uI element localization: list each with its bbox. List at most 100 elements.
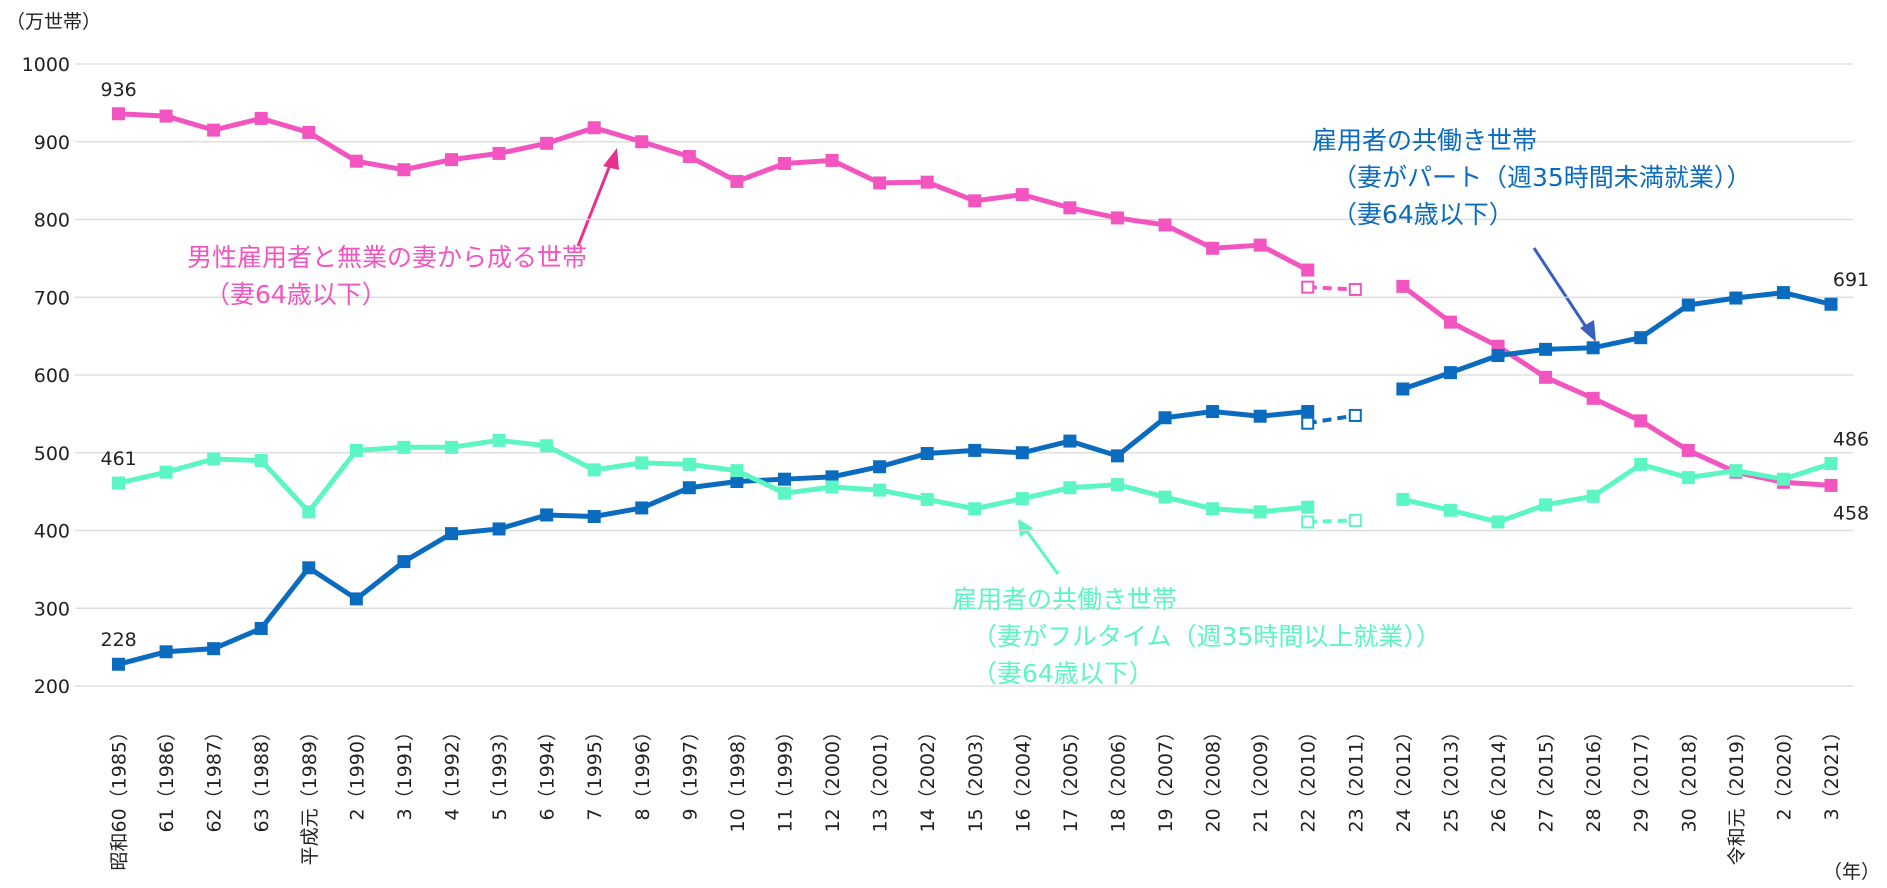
x-tick-label: 20（2008） — [1203, 722, 1225, 833]
marker — [492, 522, 506, 536]
y-tick-label: 1000 — [22, 54, 70, 76]
data-label: 936 — [101, 79, 137, 101]
x-tick-label: 10（1998） — [727, 722, 749, 833]
marker — [1063, 434, 1077, 448]
annotation: 雇用者の共働き世帯 （妻がパート（週35時間未満就業）） （妻64歳以下） — [1312, 126, 1751, 229]
x-tick-label: 9（1997） — [679, 722, 701, 820]
x-tick-label: 26（2014） — [1488, 722, 1510, 833]
marker — [302, 125, 316, 139]
x-tick-label: 5（1993） — [489, 722, 511, 820]
marker — [682, 150, 696, 164]
y-tick-label: 800 — [34, 210, 70, 232]
marker — [112, 657, 125, 671]
marker — [254, 621, 268, 635]
arrow — [1532, 247, 1590, 331]
marker — [444, 527, 458, 541]
marker — [1348, 513, 1362, 527]
arrowhead — [1580, 320, 1596, 342]
marker — [1396, 382, 1410, 396]
marker — [1729, 464, 1743, 478]
marker — [1063, 481, 1077, 495]
marker — [1063, 201, 1077, 215]
marker — [540, 136, 554, 150]
marker — [1301, 405, 1315, 419]
marker — [682, 457, 696, 471]
x-tick-label: 昭和60（1985） — [109, 722, 131, 871]
marker — [1110, 449, 1124, 463]
marker — [1158, 490, 1172, 504]
marker — [1634, 414, 1648, 428]
x-tick-label: 17（2005） — [1060, 722, 1082, 833]
marker — [825, 480, 839, 494]
marker — [159, 465, 173, 479]
annotation-line: （妻64歳以下） — [205, 280, 387, 309]
x-tick-label: 6（1994） — [537, 722, 559, 820]
x-tick-label: 22（2010） — [1298, 722, 1320, 833]
arrow — [1024, 529, 1060, 575]
marker — [1824, 478, 1838, 492]
marker — [1348, 408, 1362, 422]
marker — [444, 440, 458, 454]
marker — [1158, 411, 1172, 425]
y-tick-label: 300 — [34, 598, 70, 620]
marker — [777, 486, 791, 500]
marker — [302, 561, 316, 575]
data-label: 486 — [1833, 429, 1869, 451]
marker — [1253, 505, 1267, 519]
marker — [1824, 297, 1838, 311]
marker — [920, 447, 934, 461]
data-label: 691 — [1833, 269, 1869, 291]
marker — [1634, 457, 1648, 471]
marker — [825, 153, 839, 167]
series — [1301, 280, 1362, 296]
x-tick-label: 19（2007） — [1155, 722, 1177, 833]
x-tick-label: 28（2016） — [1583, 722, 1605, 833]
x-tick-label: 61（1986） — [156, 722, 178, 833]
marker — [1776, 472, 1790, 486]
series-line — [1402, 461, 1832, 525]
marker — [540, 508, 554, 522]
data-label: 228 — [101, 629, 137, 651]
annotation-line: （妻がパート（週35時間未満就業）） — [1332, 163, 1751, 192]
series-line — [1401, 284, 1832, 488]
marker — [1206, 241, 1220, 255]
x-tick-label: 平成元（1989） — [299, 722, 321, 865]
x-tick-label: 63（1988） — [251, 722, 273, 833]
x-tick-label: 24（2012） — [1393, 722, 1415, 833]
x-tick-label: 12（2000） — [822, 722, 844, 833]
marker — [1586, 341, 1600, 355]
marker — [349, 154, 363, 168]
marker — [1206, 502, 1220, 516]
y-tick-label: 400 — [34, 521, 70, 543]
marker — [730, 174, 744, 188]
marker — [1348, 282, 1362, 296]
marker — [1206, 405, 1220, 419]
marker — [207, 452, 221, 466]
marker — [1681, 471, 1695, 485]
marker — [1110, 211, 1124, 225]
marker — [1396, 492, 1410, 506]
marker — [730, 475, 744, 489]
x-tick-label: 25（2013） — [1440, 722, 1462, 833]
y-tick-label: 200 — [34, 676, 70, 698]
y-tick-label: 700 — [34, 287, 70, 309]
x-tick-label: 7（1995） — [584, 722, 606, 820]
marker — [302, 505, 316, 519]
x-tick-label: 2（1990） — [346, 722, 368, 820]
marker — [1443, 503, 1457, 517]
x-tick-label: 13（2001） — [870, 722, 892, 833]
marker — [635, 456, 649, 470]
series: 228 691 — [101, 269, 1869, 671]
marker — [444, 153, 458, 167]
annotation-line: （妻64歳以下） — [972, 659, 1154, 688]
marker — [397, 440, 411, 454]
annotation-line: （妻64歳以下） — [1332, 200, 1514, 229]
marker — [492, 433, 506, 447]
marker — [1443, 366, 1457, 380]
x-tick-label: 3（1991） — [394, 722, 416, 820]
marker — [349, 592, 363, 606]
x-tick-label: 27（2015） — [1536, 722, 1558, 833]
annotation: 雇用者の共働き世帯 （妻がフルタイム（週35時間以上就業）） （妻64歳以下） — [952, 585, 1441, 688]
marker — [1253, 409, 1267, 423]
marker — [397, 163, 411, 177]
